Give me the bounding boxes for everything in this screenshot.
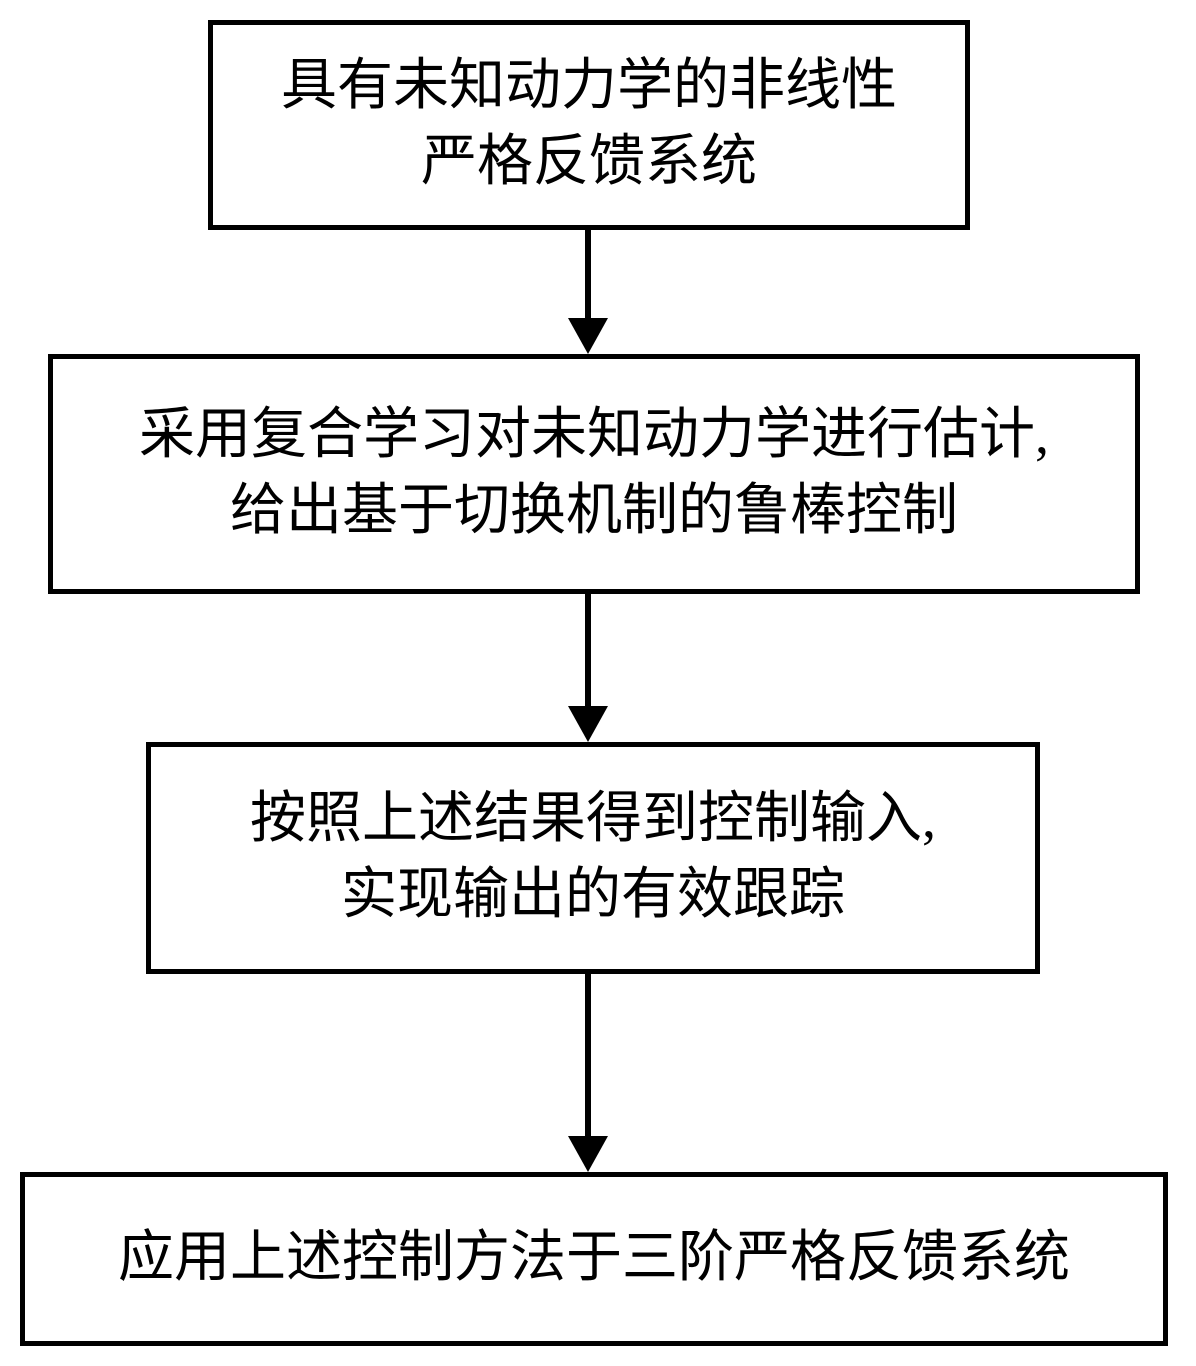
arrow-2-head	[568, 706, 608, 742]
arrow-1-head	[568, 318, 608, 354]
flow-box-4: 应用上述控制方法于三阶严格反馈系统	[20, 1172, 1168, 1346]
flow-box-3: 按照上述结果得到控制输入, 实现输出的有效跟踪	[146, 742, 1040, 974]
arrow-3-line	[585, 974, 591, 1136]
arrow-3-head	[568, 1136, 608, 1172]
box2-line2: 给出基于切换机制的鲁棒控制	[139, 474, 1049, 550]
flow-box-1: 具有未知动力学的非线性 严格反馈系统	[208, 20, 970, 230]
box3-line1: 按照上述结果得到控制输入,	[250, 782, 936, 858]
flowchart-canvas: 具有未知动力学的非线性 严格反馈系统 采用复合学习对未知动力学进行估计, 给出基…	[0, 0, 1196, 1366]
box3-line2: 实现输出的有效跟踪	[250, 858, 936, 934]
box4-line1: 应用上述控制方法于三阶严格反馈系统	[118, 1221, 1070, 1297]
flow-box-2: 采用复合学习对未知动力学进行估计, 给出基于切换机制的鲁棒控制	[48, 354, 1140, 594]
arrow-1-line	[585, 230, 591, 318]
box1-line1: 具有未知动力学的非线性	[281, 49, 897, 125]
arrow-2-line	[585, 594, 591, 706]
box1-line2: 严格反馈系统	[281, 125, 897, 201]
box2-line1: 采用复合学习对未知动力学进行估计,	[139, 398, 1049, 474]
